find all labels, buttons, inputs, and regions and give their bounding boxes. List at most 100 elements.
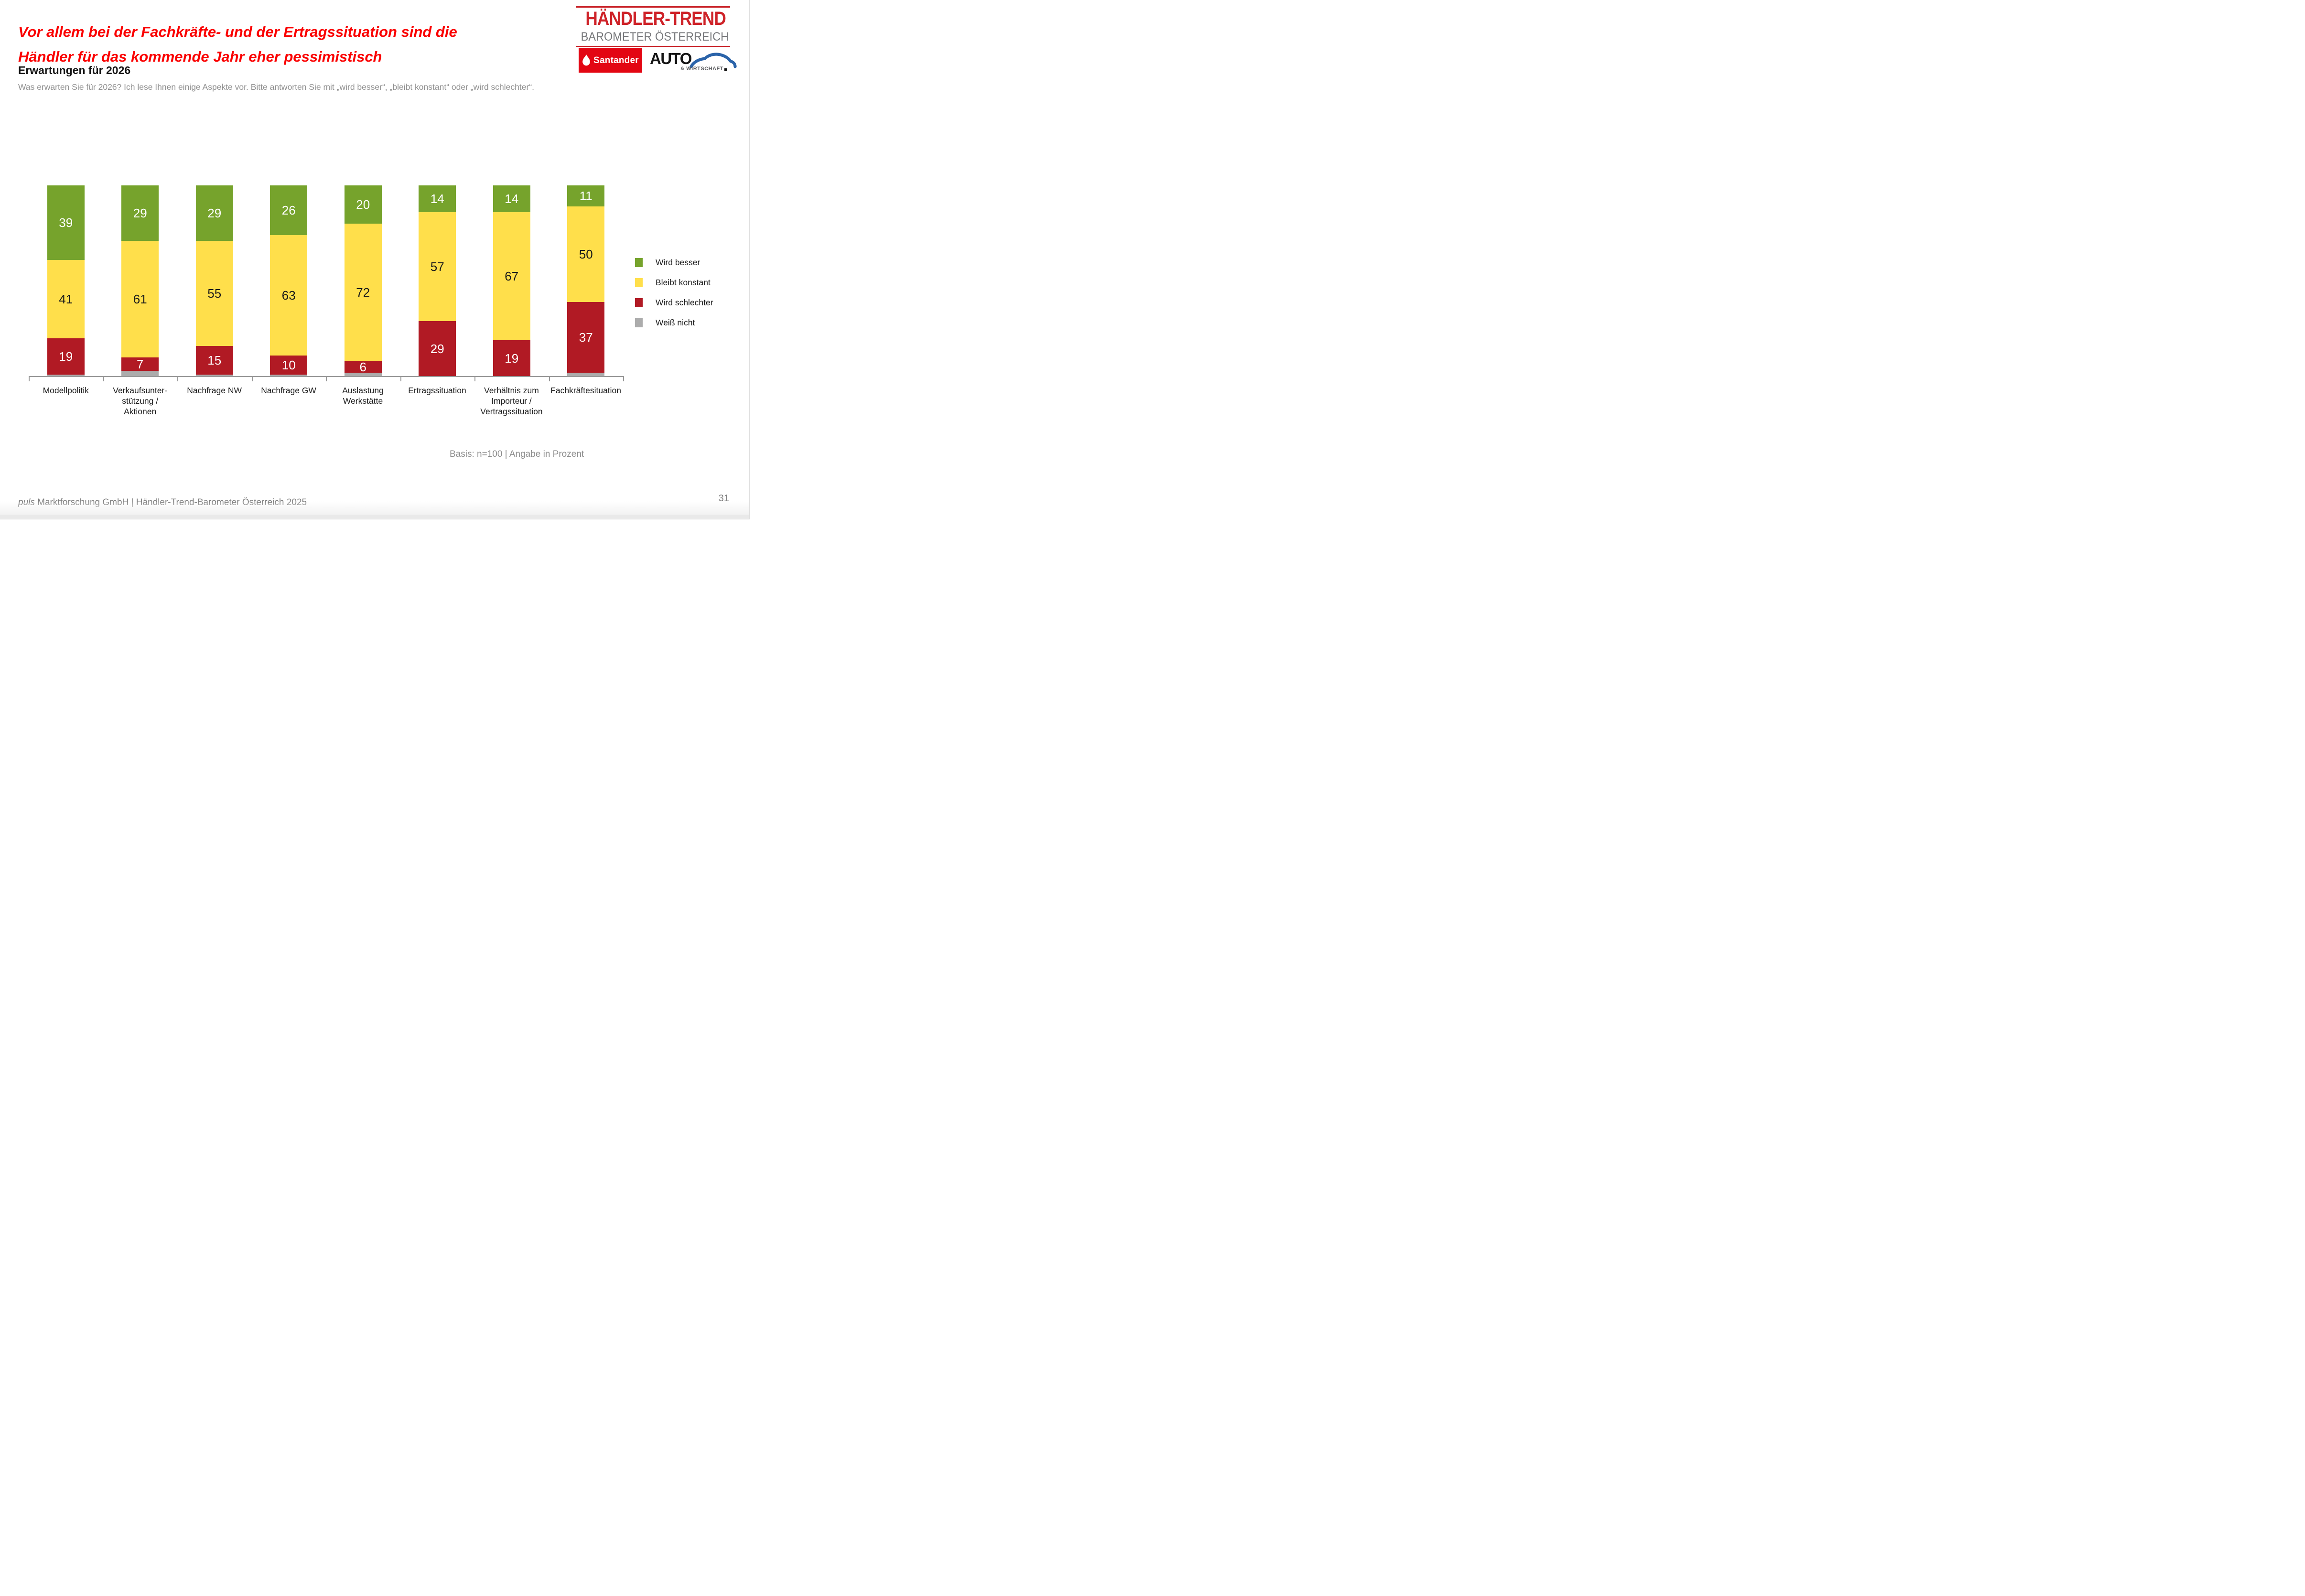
bar-segment: 19 [493,340,530,377]
slide-title: Vor allem bei der Fachkräfte- und der Er… [18,20,558,69]
axis-tick [400,377,401,381]
legend-label: Weiß nicht [656,318,695,327]
stacked-bar: 14 57 29 [419,185,456,377]
bar-segment: 37 [567,302,605,373]
bar-segment [195,375,233,377]
x-axis-line [29,376,624,377]
bar-segment [344,373,382,377]
category-label: Fachkräftesituation [550,386,622,395]
auto-logo-text: AUTO [650,50,692,67]
legend-label: Bleibt konstant [656,278,711,287]
bar-segment: 39 [47,185,85,260]
bar-segment: 29 [121,185,159,241]
bar-segment: 14 [419,185,456,212]
legend-swatch [635,278,643,287]
legend-label: Wird besser [656,258,700,267]
page-number: 31 [718,493,729,504]
legend-swatch [635,298,643,307]
value-label: 14 [505,192,519,206]
stacked-bar: 29 61 7 [121,185,159,377]
stacked-bar: 29 55 15 [195,185,233,377]
survey-question-text: Was erwarten Sie für 2026? Ich lese Ihne… [18,82,534,92]
category-label: Verkaufsunter-stützung / Aktionen [113,386,168,416]
category-label: Nachfrage NW [187,386,242,395]
car-outline-icon [689,53,737,68]
basis-note: Basis: n=100 | Angabe in Prozent [450,449,584,459]
bar-segment: 15 [195,346,233,375]
category-label: Auslastung Werkstätte [342,386,384,406]
chart-plot-area: 39 41 19 29 61 7 29 55 15 26 63 10 20 72 6 14 57 29 14 67 19… [29,185,623,377]
category-label: Ertragssituation [408,386,466,395]
legend-item: Wird besser [635,258,713,267]
legend-item: Weiß nicht [635,318,713,327]
bar-segment: 63 [270,235,308,356]
stacked-bar: 26 63 10 [270,185,308,377]
bar-segment: 10 [270,356,308,375]
auto-wirtschaft-logo: AUTO & WIRTSCHAFT [644,48,737,73]
chart-subtitle: Erwartungen für 2026 [18,64,131,76]
value-label: 11 [579,189,592,203]
category-labels-row: Modellpolitik Verkaufsunter-stützung / Akt… [29,385,623,417]
logo-top-rule [576,6,730,8]
value-label: 26 [281,203,296,217]
bar-segment: 11 [567,185,605,206]
category-label: Modellpolitik [43,386,89,395]
value-label: 39 [59,216,73,230]
value-label: 41 [59,292,73,306]
axis-tick [474,377,475,381]
bar-column: 11 50 37 [549,185,624,377]
bar-segment: 29 [195,185,233,241]
value-label: 19 [59,349,73,364]
value-label: 19 [505,351,519,366]
value-label: 14 [430,192,444,206]
bar-column: 26 63 10 [252,185,326,377]
bar-column: 29 55 15 [177,185,252,377]
slide-title-line-2: Händler für das kommende Jahr eher pessi… [18,48,382,65]
bar-segment [121,371,159,377]
bar-segment: 29 [419,321,456,377]
bar-segment: 55 [195,241,233,346]
legend-item: Bleibt konstant [635,278,713,287]
value-label: 67 [505,269,519,283]
bar-column: 14 57 29 [400,185,475,377]
axis-tick [177,377,178,381]
legend-swatch [635,258,643,267]
value-label: 29 [207,206,222,220]
legend-label: Wird schlechter [656,298,713,307]
stacked-bar: 14 67 19 [493,185,530,377]
bar-column: 39 41 19 [29,185,103,377]
bar-segment: 14 [493,185,530,212]
axis-tick [326,377,327,381]
value-label: 61 [133,292,147,306]
santander-logo: Santander [579,48,642,73]
bar-segment: 19 [47,338,85,375]
value-label: 63 [281,288,296,302]
value-label: 20 [356,197,370,212]
axis-tick [251,377,253,381]
axis-tick [29,377,30,381]
bar-column: 29 61 7 [103,185,178,377]
bar-segment: 57 [419,212,456,321]
haendler-trend-logo: HÄNDLER-TREND BAROMETER ÖSTERREICH Santa… [576,3,737,73]
bar-segment: 41 [47,260,85,338]
stacked-bar: 11 50 37 [567,185,605,377]
category-label: Nachfrage GW [261,386,316,395]
legend-swatch [635,318,643,327]
logo-subtitle: BAROMETER ÖSTERREICH [581,30,729,43]
value-label: 57 [430,259,444,274]
axis-tick [549,377,550,381]
value-label: 50 [579,247,593,261]
bars-row: 39 41 19 29 61 7 29 55 15 26 63 10 20 72 6 14 57 29 14 67 19… [29,185,623,377]
bar-segment: 7 [121,357,159,371]
value-label: 29 [430,342,444,356]
logo-wordmark: HÄNDLER-TREND [585,8,726,29]
bar-segment: 61 [121,241,159,357]
bar-segment: 26 [270,185,308,235]
bar-segment [47,375,85,377]
stacked-bar: 39 41 19 [47,185,85,377]
wirtschaft-logo-text: & WIRTSCHAFT [680,66,723,72]
bar-column: 14 67 19 [474,185,549,377]
legend-item: Wird schlechter [635,298,713,307]
bar-column: 20 72 6 [326,185,400,377]
value-label: 55 [207,286,222,301]
